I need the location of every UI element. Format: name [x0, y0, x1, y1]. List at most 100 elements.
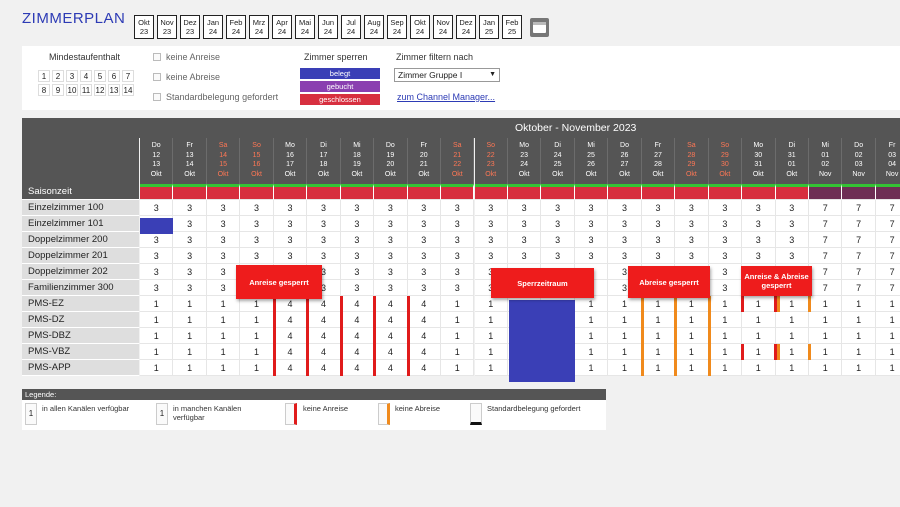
pms-cell[interactable]: 4 [340, 360, 375, 376]
room-cell[interactable]: 3 [173, 248, 207, 264]
day-header[interactable]: Fr 27 28 Okt [641, 138, 676, 184]
pms-cell[interactable]: 1 [641, 296, 676, 312]
season-cell[interactable] [641, 184, 676, 200]
room-cell[interactable]: 3 [273, 232, 308, 248]
room-cell[interactable]: 3 [574, 216, 609, 232]
room-cell[interactable]: 3 [507, 248, 542, 264]
month-button[interactable]: Dez 24 [456, 15, 476, 39]
pms-cell[interactable]: 1 [875, 328, 900, 344]
month-button[interactable]: Apr 24 [272, 15, 292, 39]
room-cell[interactable]: 3 [173, 280, 207, 296]
pms-cell[interactable]: 1 [140, 312, 174, 328]
room-cell[interactable]: 3 [140, 232, 174, 248]
room-cell[interactable]: 3 [340, 232, 375, 248]
room-cell[interactable]: 3 [474, 200, 508, 216]
channel-manager-link[interactable]: zum Channel Manager... [397, 92, 496, 102]
month-button[interactable]: Nov 24 [433, 15, 453, 39]
month-button[interactable]: Mai 24 [295, 15, 315, 39]
pms-cell[interactable]: 1 [708, 296, 743, 312]
room-cell[interactable]: 7 [875, 216, 900, 232]
room-cell[interactable]: 3 [340, 280, 375, 296]
pms-cell[interactable]: 1 [441, 344, 475, 360]
room-cell[interactable]: 3 [474, 248, 508, 264]
pms-cell[interactable]: 1 [641, 344, 676, 360]
pms-cell[interactable]: 1 [742, 328, 776, 344]
pms-cell[interactable]: 1 [140, 328, 174, 344]
pms-cell[interactable]: 1 [675, 296, 709, 312]
pms-cell[interactable]: 4 [307, 328, 341, 344]
pms-name[interactable]: PMS-EZ [22, 296, 139, 312]
min-stay-option[interactable]: 5 [94, 70, 106, 82]
pms-cell[interactable]: 1 [173, 312, 207, 328]
month-button[interactable]: Feb 25 [502, 15, 522, 39]
season-cell[interactable] [441, 184, 475, 200]
season-cell[interactable] [708, 184, 743, 200]
room-cell[interactable]: 3 [140, 248, 174, 264]
room-cell[interactable]: 7 [809, 264, 843, 280]
room-cell[interactable]: 7 [842, 232, 876, 248]
room-cell[interactable]: 3 [407, 248, 442, 264]
pms-cell[interactable]: 1 [675, 328, 709, 344]
pms-cell[interactable]: 4 [273, 312, 308, 328]
min-stay-option[interactable]: 9 [52, 84, 64, 96]
day-header[interactable]: Sa 28 29 Okt [675, 138, 709, 184]
room-cell[interactable]: 3 [173, 232, 207, 248]
month-button[interactable]: Okt 23 [134, 15, 154, 39]
season-cell[interactable] [340, 184, 375, 200]
pms-cell[interactable]: 4 [273, 328, 308, 344]
room-cell[interactable]: 3 [708, 264, 743, 280]
room-name[interactable]: Einzelzimmer 101 [22, 216, 139, 232]
room-cell[interactable]: 3 [474, 232, 508, 248]
room-cell[interactable]: 3 [307, 200, 341, 216]
checkbox-keine-abreise[interactable]: keine Abreise [153, 72, 220, 82]
room-cell[interactable]: 3 [574, 248, 609, 264]
pms-cell[interactable]: 1 [206, 328, 241, 344]
pms-cell[interactable]: 4 [374, 328, 408, 344]
day-header[interactable]: So 29 30 Okt [708, 138, 743, 184]
room-cell[interactable]: 3 [507, 216, 542, 232]
room-cell[interactable]: 3 [273, 200, 308, 216]
pms-cell[interactable]: 1 [574, 360, 609, 376]
pms-cell[interactable]: 1 [775, 360, 809, 376]
min-stay-option[interactable]: 3 [66, 70, 78, 82]
pms-cell[interactable]: 4 [407, 328, 442, 344]
pms-cell[interactable]: 4 [340, 328, 375, 344]
geschlossen-button[interactable]: geschlossen [300, 94, 380, 105]
room-cell[interactable]: 7 [875, 280, 900, 296]
pms-cell[interactable]: 1 [173, 344, 207, 360]
pms-cell[interactable]: 1 [742, 312, 776, 328]
day-header[interactable]: Mo 30 31 Okt [742, 138, 776, 184]
pms-cell[interactable]: 1 [875, 344, 900, 360]
month-button[interactable]: Mrz 24 [249, 15, 269, 39]
pms-cell[interactable]: 1 [742, 344, 776, 360]
room-cell[interactable]: 3 [742, 248, 776, 264]
room-cell[interactable]: 7 [809, 232, 843, 248]
season-cell[interactable] [273, 184, 308, 200]
room-cell[interactable]: 3 [340, 216, 375, 232]
pms-cell[interactable]: 1 [742, 296, 776, 312]
room-cell[interactable]: 3 [675, 232, 709, 248]
min-stay-option[interactable]: 10 [66, 84, 78, 96]
room-cell[interactable]: 7 [809, 248, 843, 264]
pms-cell[interactable]: 1 [809, 344, 843, 360]
room-filter-select[interactable]: Zimmer Gruppe I ▼ [394, 68, 500, 82]
day-header[interactable]: Sa 21 22 Okt [441, 138, 475, 184]
room-cell[interactable]: 3 [641, 248, 676, 264]
pms-cell[interactable]: 1 [140, 344, 174, 360]
pms-cell[interactable]: 1 [173, 360, 207, 376]
pms-cell[interactable]: 1 [206, 344, 241, 360]
pms-cell[interactable]: 1 [641, 360, 676, 376]
pms-cell[interactable]: 1 [474, 328, 508, 344]
season-cell[interactable] [842, 184, 876, 200]
pms-cell[interactable]: 1 [441, 312, 475, 328]
min-stay-option[interactable]: 4 [80, 70, 92, 82]
room-cell[interactable]: 3 [240, 248, 274, 264]
day-header[interactable]: Do 12 13 Okt [140, 138, 174, 184]
room-cell[interactable]: 3 [307, 248, 341, 264]
room-name[interactable]: Doppelzimmer 202 [22, 264, 139, 280]
min-stay-option[interactable]: 12 [94, 84, 106, 96]
day-header[interactable]: So 15 16 Okt [240, 138, 274, 184]
room-cell[interactable]: 3 [340, 200, 375, 216]
pms-cell[interactable]: 1 [641, 312, 676, 328]
pms-cell[interactable]: 4 [407, 296, 442, 312]
